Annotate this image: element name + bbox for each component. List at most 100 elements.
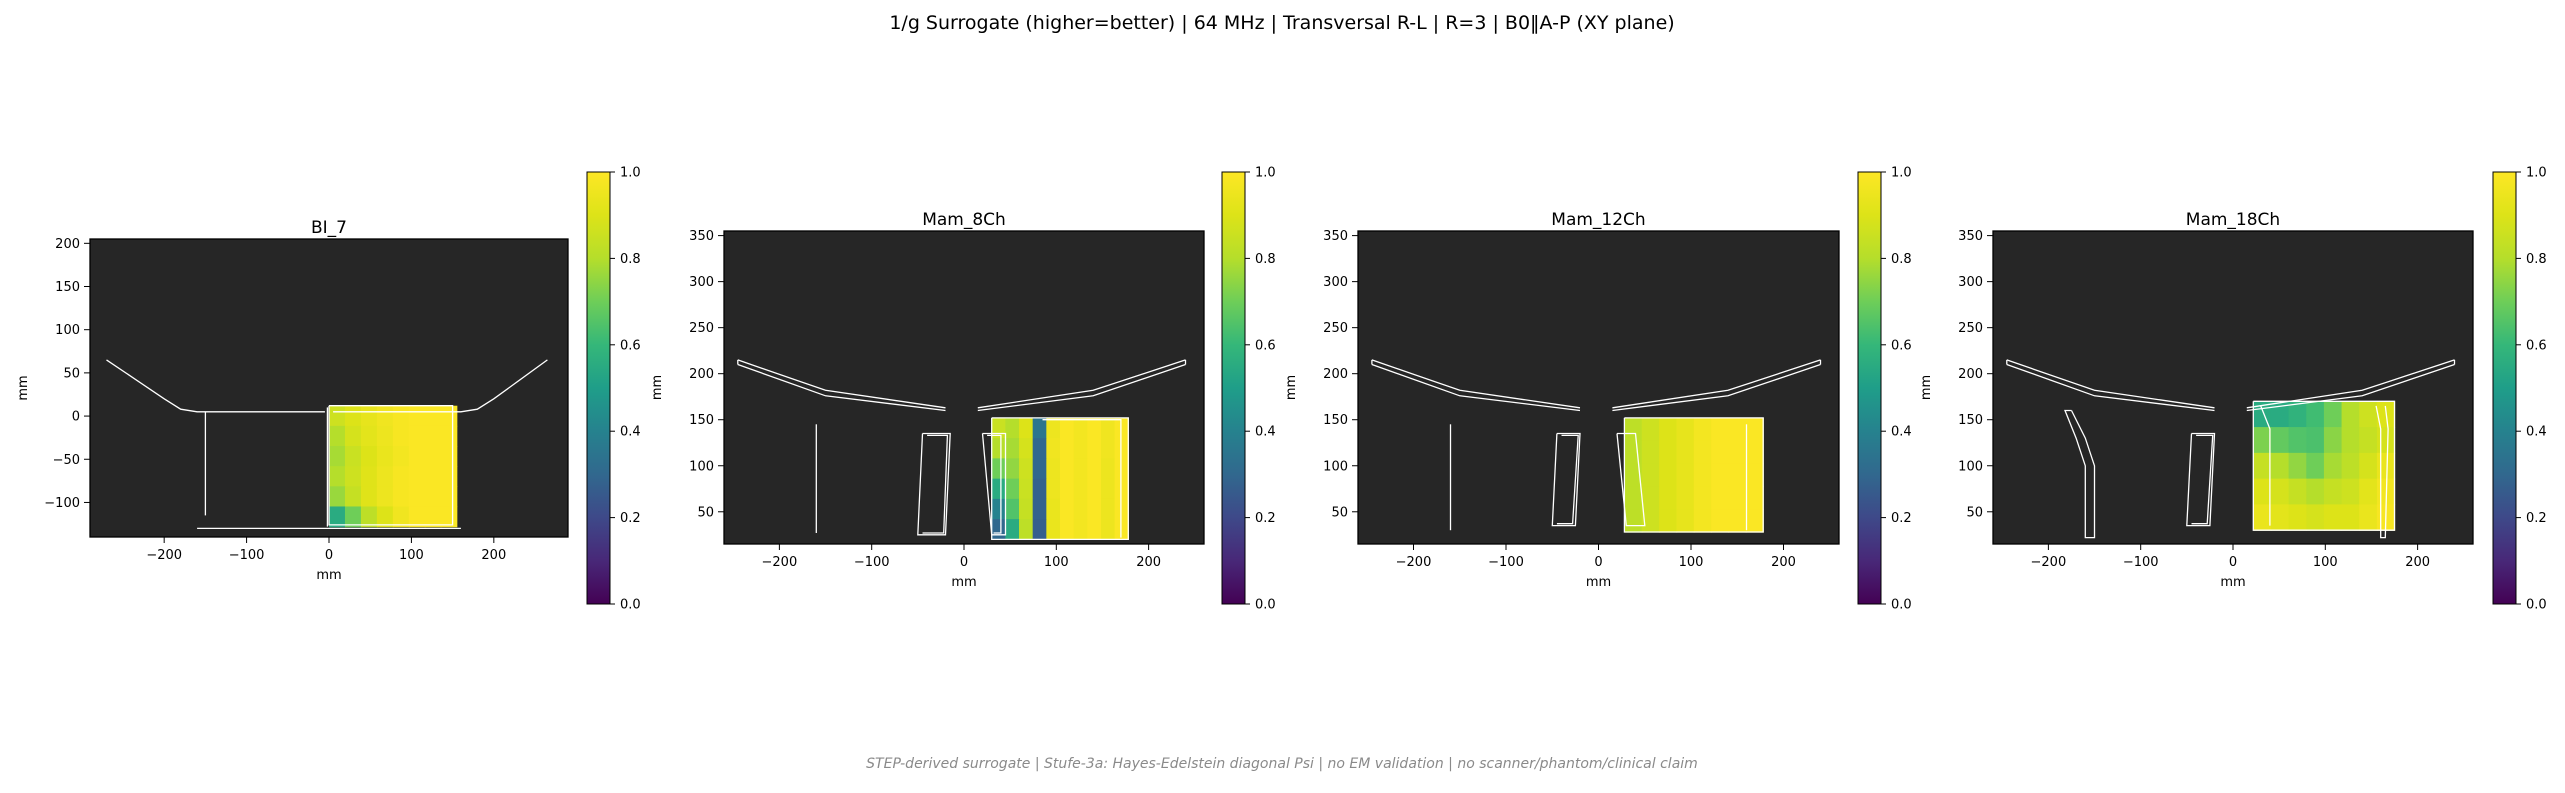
heatmap-cell [329,486,346,508]
heatmap-cell [1073,417,1088,439]
heatmap-cell [1641,417,1660,442]
heatmap-cell [1100,417,1116,439]
colorbar-tick-label: 0.8 [1255,252,1276,267]
colorbar-tick-label: 1.0 [1891,166,1912,181]
heatmap-cell [1745,417,1764,442]
structure-outline [2252,400,2396,531]
panel-title: Mam_12Ch [1551,210,1645,230]
panel-2: −200 −100 0 100 200 50 100 150 200 250 300 350 Mam_8… [650,166,1276,613]
heatmap-cell [991,519,1006,540]
heatmap-cell [1046,417,1061,439]
heatmap-cell [1005,417,1020,439]
structure-outline [106,359,325,413]
heatmap-cell [1060,519,1075,540]
heatmap-cell [2376,427,2396,454]
y-tick-label: 50 [697,505,714,520]
heatmap-cell [1624,417,1643,442]
heatmap-cell [329,466,346,487]
heatmap-cell [1073,498,1088,520]
heatmap-cell [2323,401,2343,428]
y-tick-label: −100 [44,496,80,511]
heatmap-cell [392,425,410,447]
heatmap-cell [1032,478,1047,500]
heatmap-cell [1073,519,1088,540]
y-tick-label: 250 [1958,321,1983,336]
y-tick-label: 150 [1323,413,1348,428]
plot-background [1993,231,2473,544]
x-tick-label: 0 [325,548,333,563]
heatmap-cell [392,506,410,528]
structure-outline [2006,363,2215,412]
heatmap-cell [1676,463,1695,487]
structure-outline [2006,359,2215,409]
heatmap-cell [392,405,410,427]
heatmap-cell [376,466,394,487]
heatmap-cell [1624,440,1643,465]
y-axis-label: mm [1284,375,1299,400]
y-tick-label: 200 [55,237,80,252]
heatmap-cell [344,506,362,528]
heatmap-cell [2306,452,2325,480]
heatmap-cell [408,446,426,467]
colorbar-tick-label: 0.6 [620,338,641,353]
heatmap-cell [1100,478,1116,500]
colorbar-tick-label: 0.4 [2526,425,2547,440]
heatmap-cell [2270,427,2290,454]
heatmap-cell [424,446,442,467]
heatmap-cell [360,405,378,427]
heatmap-cell [1005,438,1020,459]
heatmap-cell [440,506,458,528]
heatmap-cell [1676,440,1695,465]
colorbar-tick-label: 1.0 [1255,166,1276,181]
structure-outline [1556,434,1579,525]
heatmap-cell [360,486,378,508]
colorbar-tick-label: 0.6 [1255,338,1276,353]
heatmap-cell [360,446,378,467]
x-axis-label: mm [1586,575,1611,590]
heatmap-cell [1728,509,1747,533]
heatmap-cell [1693,417,1712,442]
heatmap-cell [440,405,458,427]
colorbar-tick-label: 0.4 [1891,425,1912,440]
heatmap-cell [2341,478,2360,506]
colorbar-tick-label: 0.4 [1255,425,1276,440]
heatmap-cell [344,446,362,467]
y-tick-label: 50 [1331,505,1348,520]
heatmap-cell [2306,478,2325,506]
heatmap-cell [2253,478,2272,506]
structure-outline [2186,432,2216,527]
panel-1: −200 −100 0 100 200 −100 −50 0 50 100 150 200 BI_7mm… [16,166,641,613]
heatmap-cell [376,486,394,508]
structure-outline [977,359,1186,409]
colorbar-tick-label: 0.2 [1891,511,1912,526]
x-tick-label: −100 [229,548,265,563]
structure-outline [917,432,951,536]
y-tick-label: 100 [55,323,80,338]
heatmap-cell [424,405,442,427]
heatmap-cell [344,486,362,508]
heatmap-cell [1005,458,1020,480]
structure-outline [2246,359,2455,409]
heatmap-cell [376,425,394,447]
structure-outline [1042,419,1122,538]
heatmap-cell [1711,486,1730,510]
heatmap-cell [1624,486,1643,510]
heatmap-cell [1046,498,1061,520]
heatmap-cell [392,466,410,487]
heatmap-cell [2253,452,2272,480]
heatmap-cell [1005,519,1020,540]
heatmap-cell [2270,452,2290,480]
heatmap-cell [1114,458,1129,480]
x-tick-label: 0 [2229,555,2237,570]
heatmap-cell [424,466,442,487]
heatmap-cell [392,446,410,467]
heatmap-cell [2376,452,2396,480]
heatmap-cell [2341,401,2360,428]
heatmap-cell [408,466,426,487]
heatmap-cell [1019,519,1034,540]
y-tick-label: 300 [1958,275,1983,290]
heatmap-cell [1728,486,1747,510]
colorbar [2492,171,2517,605]
heatmap-cell [1114,498,1129,520]
